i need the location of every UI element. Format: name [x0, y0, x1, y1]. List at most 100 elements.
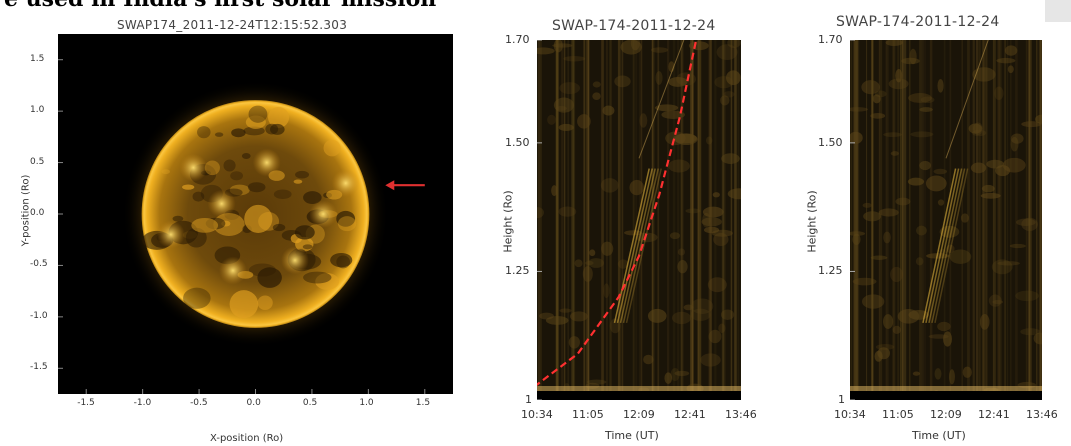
- th-streak: [850, 40, 853, 400]
- th-texture: [624, 230, 643, 236]
- th-texture: [1010, 133, 1024, 144]
- th-texture: [972, 67, 996, 82]
- th-streak: [855, 40, 858, 400]
- th2-title: SWAP-174-2011-12-24: [836, 14, 1000, 30]
- th-texture: [569, 311, 588, 322]
- th-streak: [967, 40, 970, 400]
- th-background: [537, 40, 741, 400]
- th-texture: [702, 212, 711, 228]
- th-streak: [1039, 40, 1042, 400]
- th-texture: [933, 168, 948, 175]
- th-texture: [897, 309, 920, 324]
- th-texture: [586, 379, 607, 385]
- th-texture: [718, 323, 726, 334]
- th-streak: [903, 40, 907, 400]
- sun-feature: [223, 159, 236, 172]
- active-region: [179, 153, 208, 182]
- th-streak: [961, 40, 963, 400]
- th-feature: [934, 168, 969, 324]
- th-texture: [609, 318, 621, 334]
- th-streak: [908, 40, 911, 400]
- sun-feature: [197, 126, 211, 139]
- sun-feature: [303, 191, 322, 205]
- sun-feature: [183, 287, 211, 309]
- th-xtick: 12:09: [930, 408, 962, 421]
- th-streak: [617, 40, 621, 400]
- th-texture: [727, 188, 741, 200]
- th-texture: [852, 277, 877, 286]
- sun-feature: [273, 189, 292, 200]
- th-streak: [621, 40, 624, 400]
- th-ytick: 1.70: [505, 33, 530, 46]
- th-xtick: 12:09: [623, 408, 655, 421]
- active-region: [309, 200, 338, 228]
- th-texture: [725, 70, 741, 86]
- th-texture: [991, 259, 1013, 275]
- th-texture: [701, 217, 722, 227]
- th-streak: [899, 40, 902, 400]
- th-streak: [555, 40, 558, 400]
- th-streak: [571, 40, 575, 400]
- th-texture: [973, 122, 983, 136]
- th-streak: [567, 40, 570, 400]
- th1-ylabel: Height (Ro): [501, 190, 515, 253]
- th-texture: [673, 133, 697, 144]
- th-texture: [1004, 45, 1018, 56]
- th-streak: [1006, 40, 1009, 400]
- th-texture: [589, 249, 596, 257]
- th-texture: [901, 57, 920, 65]
- th-texture: [674, 370, 690, 377]
- th-texture: [537, 207, 544, 219]
- solar-ytick: 0.0: [30, 208, 45, 218]
- th-texture: [925, 175, 947, 192]
- th-texture: [574, 259, 583, 268]
- th-texture: [850, 231, 866, 236]
- sun-feature: [231, 128, 246, 138]
- th-streak: [709, 40, 713, 400]
- th-texture: [676, 72, 696, 86]
- th-texture: [937, 321, 951, 332]
- th1-title: SWAP-174-2011-12-24: [552, 18, 716, 34]
- th-texture: [568, 336, 580, 349]
- sun-feature: [336, 210, 356, 227]
- th-texture: [651, 47, 669, 53]
- th-texture: [946, 244, 955, 254]
- th-streak: [853, 40, 857, 400]
- th-texture: [1021, 217, 1038, 231]
- th-texture: [703, 226, 720, 234]
- th-texture: [706, 136, 713, 145]
- th-texture: [1016, 218, 1036, 227]
- th-streak: [573, 40, 575, 400]
- sun-feature: [161, 169, 170, 175]
- th-feature: [619, 168, 656, 324]
- th-streak: [1027, 40, 1030, 400]
- th-texture: [882, 314, 894, 329]
- th-texture: [665, 131, 686, 146]
- th-streak: [997, 40, 1000, 400]
- sun-feature: [265, 123, 279, 135]
- th-texture: [928, 334, 949, 339]
- th-streak: [983, 40, 986, 400]
- th-texture: [850, 131, 863, 144]
- th-streak: [897, 40, 900, 400]
- solar-ytick: -1.0: [30, 310, 48, 321]
- th-ytick: 1.50: [505, 135, 530, 149]
- th-texture: [997, 261, 1020, 266]
- th-streak: [564, 40, 566, 400]
- sun-feature: [214, 132, 224, 137]
- th-streak: [1028, 40, 1031, 400]
- th-streak: [635, 40, 637, 400]
- th-streak: [699, 40, 702, 400]
- th-streak: [871, 40, 873, 400]
- th-texture: [1033, 332, 1042, 345]
- th-texture: [690, 298, 714, 314]
- th-texture: [949, 249, 972, 264]
- th-streak: [993, 40, 996, 400]
- th-texture: [677, 260, 688, 274]
- th-streak: [886, 40, 889, 400]
- th-streak: [697, 40, 701, 400]
- th-streak: [601, 40, 604, 400]
- th-streak: [865, 40, 868, 400]
- solar-ytick: 1.5: [30, 53, 45, 64]
- solar-ytick: -1.5: [30, 362, 48, 373]
